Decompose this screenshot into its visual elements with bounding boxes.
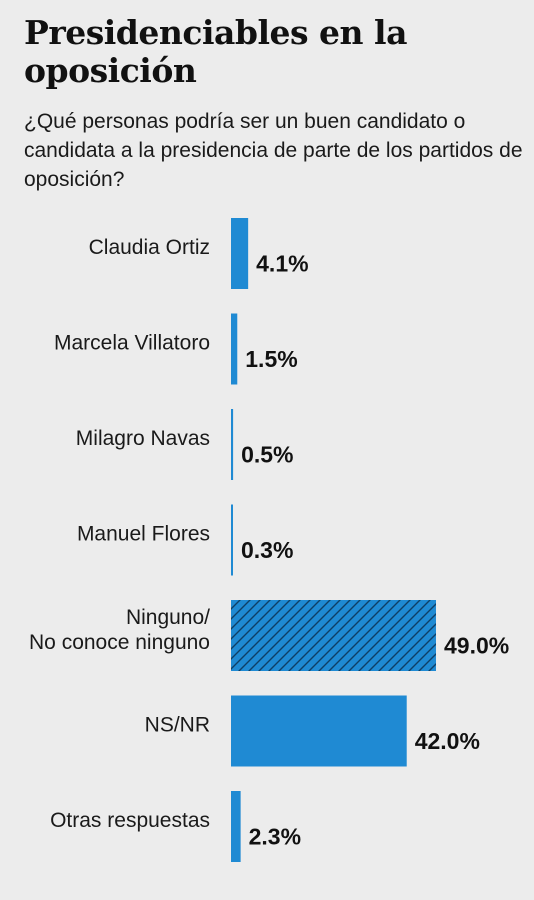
value-label-0: 4.1% xyxy=(256,251,308,277)
category-label-6: Otras respuestas xyxy=(50,809,210,832)
value-label-6: 2.3% xyxy=(249,824,301,850)
value-label-2: 0.5% xyxy=(241,442,293,468)
category-label-4: Ninguno/No conoce ninguno xyxy=(29,606,210,654)
bar-2 xyxy=(231,409,234,480)
value-label-1: 1.5% xyxy=(245,346,297,372)
value-label-3: 0.3% xyxy=(241,537,293,563)
chart-subtitle: ¿Qué personas podría ser un buen candida… xyxy=(24,110,523,191)
value-label-4: 49.0% xyxy=(444,633,509,659)
bar-1 xyxy=(231,313,238,385)
category-label-2: Milagro Navas xyxy=(76,427,210,450)
bar-0 xyxy=(231,218,249,289)
category-label-0: Claudia Ortiz xyxy=(89,236,210,259)
category-label-5: NS/NR xyxy=(145,714,210,737)
bar-6 xyxy=(231,791,241,862)
value-label-5: 42.0% xyxy=(415,728,480,754)
category-label-3: Manuel Flores xyxy=(77,523,210,546)
category-label-1: Marcela Villatoro xyxy=(54,332,210,355)
bar-5 xyxy=(231,695,407,767)
bar-4 xyxy=(231,600,436,671)
chart-title: Presidenciables en la oposición xyxy=(24,13,407,90)
bar-3 xyxy=(231,504,233,576)
